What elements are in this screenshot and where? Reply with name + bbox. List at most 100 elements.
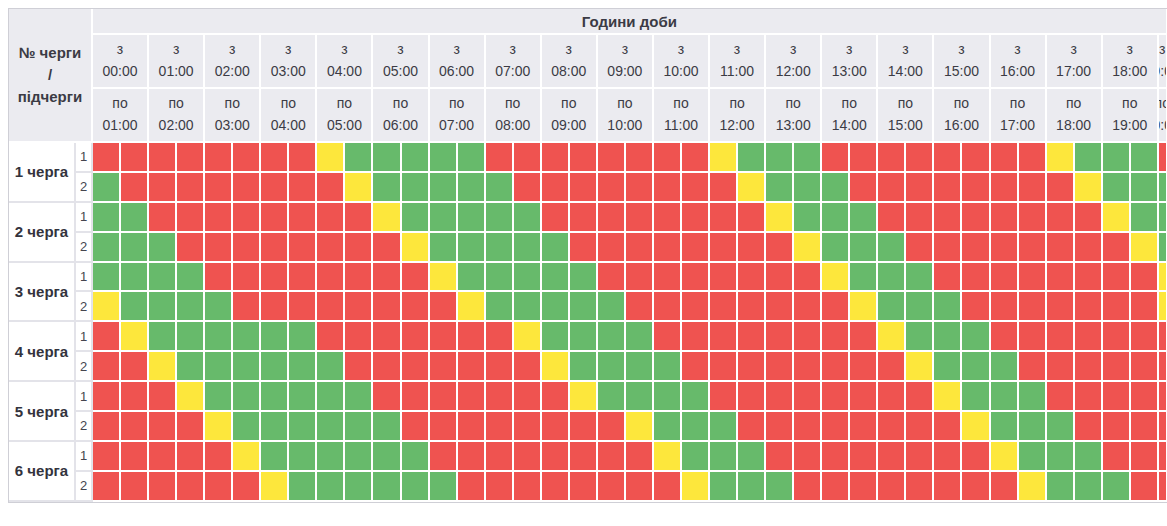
schedule-cell [710,143,738,173]
schedule-cell [598,322,626,352]
schedule-cell [682,352,710,382]
schedule-cell [738,173,766,203]
schedule-cell [514,143,542,173]
subqueue-label: 2 [76,292,93,322]
schedule-cell [430,143,458,173]
time-prefix: з [846,39,852,61]
schedule-cell [738,442,766,472]
outage-schedule-table: № черги / підчерги Години доби з00:00по0… [8,8,1167,503]
schedule-cell [794,442,822,472]
schedule-cell [289,352,317,382]
schedule-cell [289,442,317,472]
schedule-cell [458,203,486,233]
schedule-cell [1047,322,1075,352]
schedule-cell [430,442,458,472]
schedule-cell [654,322,682,352]
schedule-cell [1131,143,1159,173]
schedule-cell [373,352,401,382]
subqueue-label: 2 [76,352,93,382]
schedule-cell [962,412,990,442]
time-prefix: по [168,93,183,115]
schedule-cell [289,203,317,233]
schedule-cell [878,233,906,263]
time-prefix: по [954,93,969,115]
time-value: 09:00 [551,115,586,137]
schedule-cell [93,322,121,352]
schedule-cell [570,173,598,203]
schedule-cell [121,352,149,382]
subqueue-label: 1 [76,263,93,293]
schedule-cell [1019,173,1047,203]
schedule-cell [850,442,878,472]
schedule-cell [402,322,430,352]
schedule-cell [373,203,401,233]
schedule-cell [458,442,486,472]
schedule-cell [1159,233,1167,263]
queue-label: 1 черга [9,143,76,203]
schedule-cell [486,472,514,502]
schedule-cell [1159,322,1167,352]
schedule-cell [626,322,654,352]
schedule-cell [177,173,205,203]
hour-col-to: по12:00 [710,89,766,143]
schedule-cell [458,322,486,352]
schedule-cell [738,352,766,382]
schedule-cell [121,233,149,263]
schedule-cell [486,442,514,472]
schedule-cell [1075,382,1103,412]
hour-col-to: по09:00 [542,89,598,143]
schedule-cell [1075,352,1103,382]
schedule-cell [430,352,458,382]
time-value: 04:00 [327,61,362,83]
schedule-cell [654,233,682,263]
schedule-cell [373,143,401,173]
schedule-cell [598,173,626,203]
schedule-cell [906,352,934,382]
hour-col-from: з17:00 [1047,35,1103,89]
schedule-cell [402,442,430,472]
schedule-cell [289,322,317,352]
hour-col-to: по06:00 [373,89,429,143]
schedule-cell [542,203,570,233]
schedule-cell [822,233,850,263]
schedule-cell [1131,472,1159,502]
time-prefix: з [678,39,684,61]
time-value: 02:00 [215,61,250,83]
schedule-cell [514,412,542,442]
schedule-cell [1131,203,1159,233]
schedule-cell [233,203,261,233]
schedule-cell [1131,292,1159,322]
schedule-cell [233,292,261,322]
schedule-cell [458,352,486,382]
hour-col-to: по17:00 [991,89,1047,143]
schedule-cell [766,412,794,442]
schedule-cell [261,442,289,472]
schedule-cell [121,203,149,233]
schedule-cell [1103,143,1131,173]
schedule-cell [710,352,738,382]
schedule-cell [934,472,962,502]
schedule-cell [542,143,570,173]
schedule-cell [458,472,486,502]
schedule-cell [514,292,542,322]
schedule-cell [654,412,682,442]
schedule-cell [794,412,822,442]
schedule-cell [205,263,233,293]
time-value: 19:00 [1159,61,1167,83]
schedule-cell [402,233,430,263]
schedule-cell [991,173,1019,203]
schedule-cell [93,472,121,502]
schedule-cell [962,143,990,173]
schedule-cell [991,382,1019,412]
schedule-cell [570,203,598,233]
schedule-cell [934,263,962,293]
schedule-cell [121,382,149,412]
schedule-cell [430,412,458,442]
schedule-cell [962,442,990,472]
schedule-cell [458,173,486,203]
schedule-cell [682,442,710,472]
schedule-cell [1131,442,1159,472]
schedule-cell [962,233,990,263]
schedule-cell [93,173,121,203]
schedule-cell [626,382,654,412]
